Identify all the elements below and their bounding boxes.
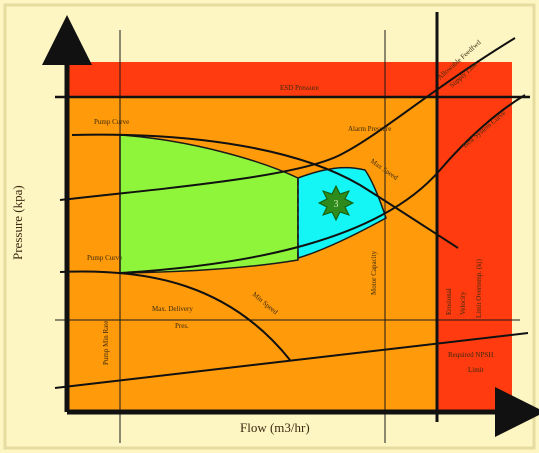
pump-curve-bottom-label: Pump Curve	[87, 254, 122, 262]
pump-curve-top-label: Pump Curve	[94, 118, 129, 126]
npsh-line	[54, 332, 529, 389]
alarm-pressure-label: Alarm Pressure	[348, 125, 391, 133]
max-speed-upper-curve	[59, 37, 516, 201]
y-axis-label: Pressure (kpa)	[10, 185, 25, 260]
star-marker: 3	[317, 184, 355, 222]
frame	[3, 3, 536, 450]
green-operating-region	[119, 134, 299, 274]
pump-min-rate-label: Pump Min Rate	[102, 321, 110, 365]
x-axis-label: Flow (m3/hr)	[240, 420, 310, 435]
pump-curve-bottom	[59, 270, 291, 361]
max-delivery-label-2: Pres.	[175, 322, 189, 330]
grid-lines	[55, 30, 520, 443]
motor-capacity-label: Motor Capacity	[370, 250, 378, 295]
esd-pressure-label: ESD Pressure	[280, 84, 319, 92]
erosional-velocity-label-2: Velocity	[459, 291, 467, 315]
star-label: 3	[334, 199, 339, 210]
required-npsh-label-2: Limit	[468, 366, 484, 374]
limit-overtemp-label: Limit Overtemp. (kj)	[475, 258, 483, 318]
max-delivery-label: Max. Delivery	[152, 305, 193, 313]
required-npsh-label: Required NPSH	[448, 351, 493, 359]
pump-curve-top	[71, 133, 459, 249]
system-curve	[119, 94, 526, 274]
erosional-velocity-label: Erosional	[445, 288, 453, 315]
